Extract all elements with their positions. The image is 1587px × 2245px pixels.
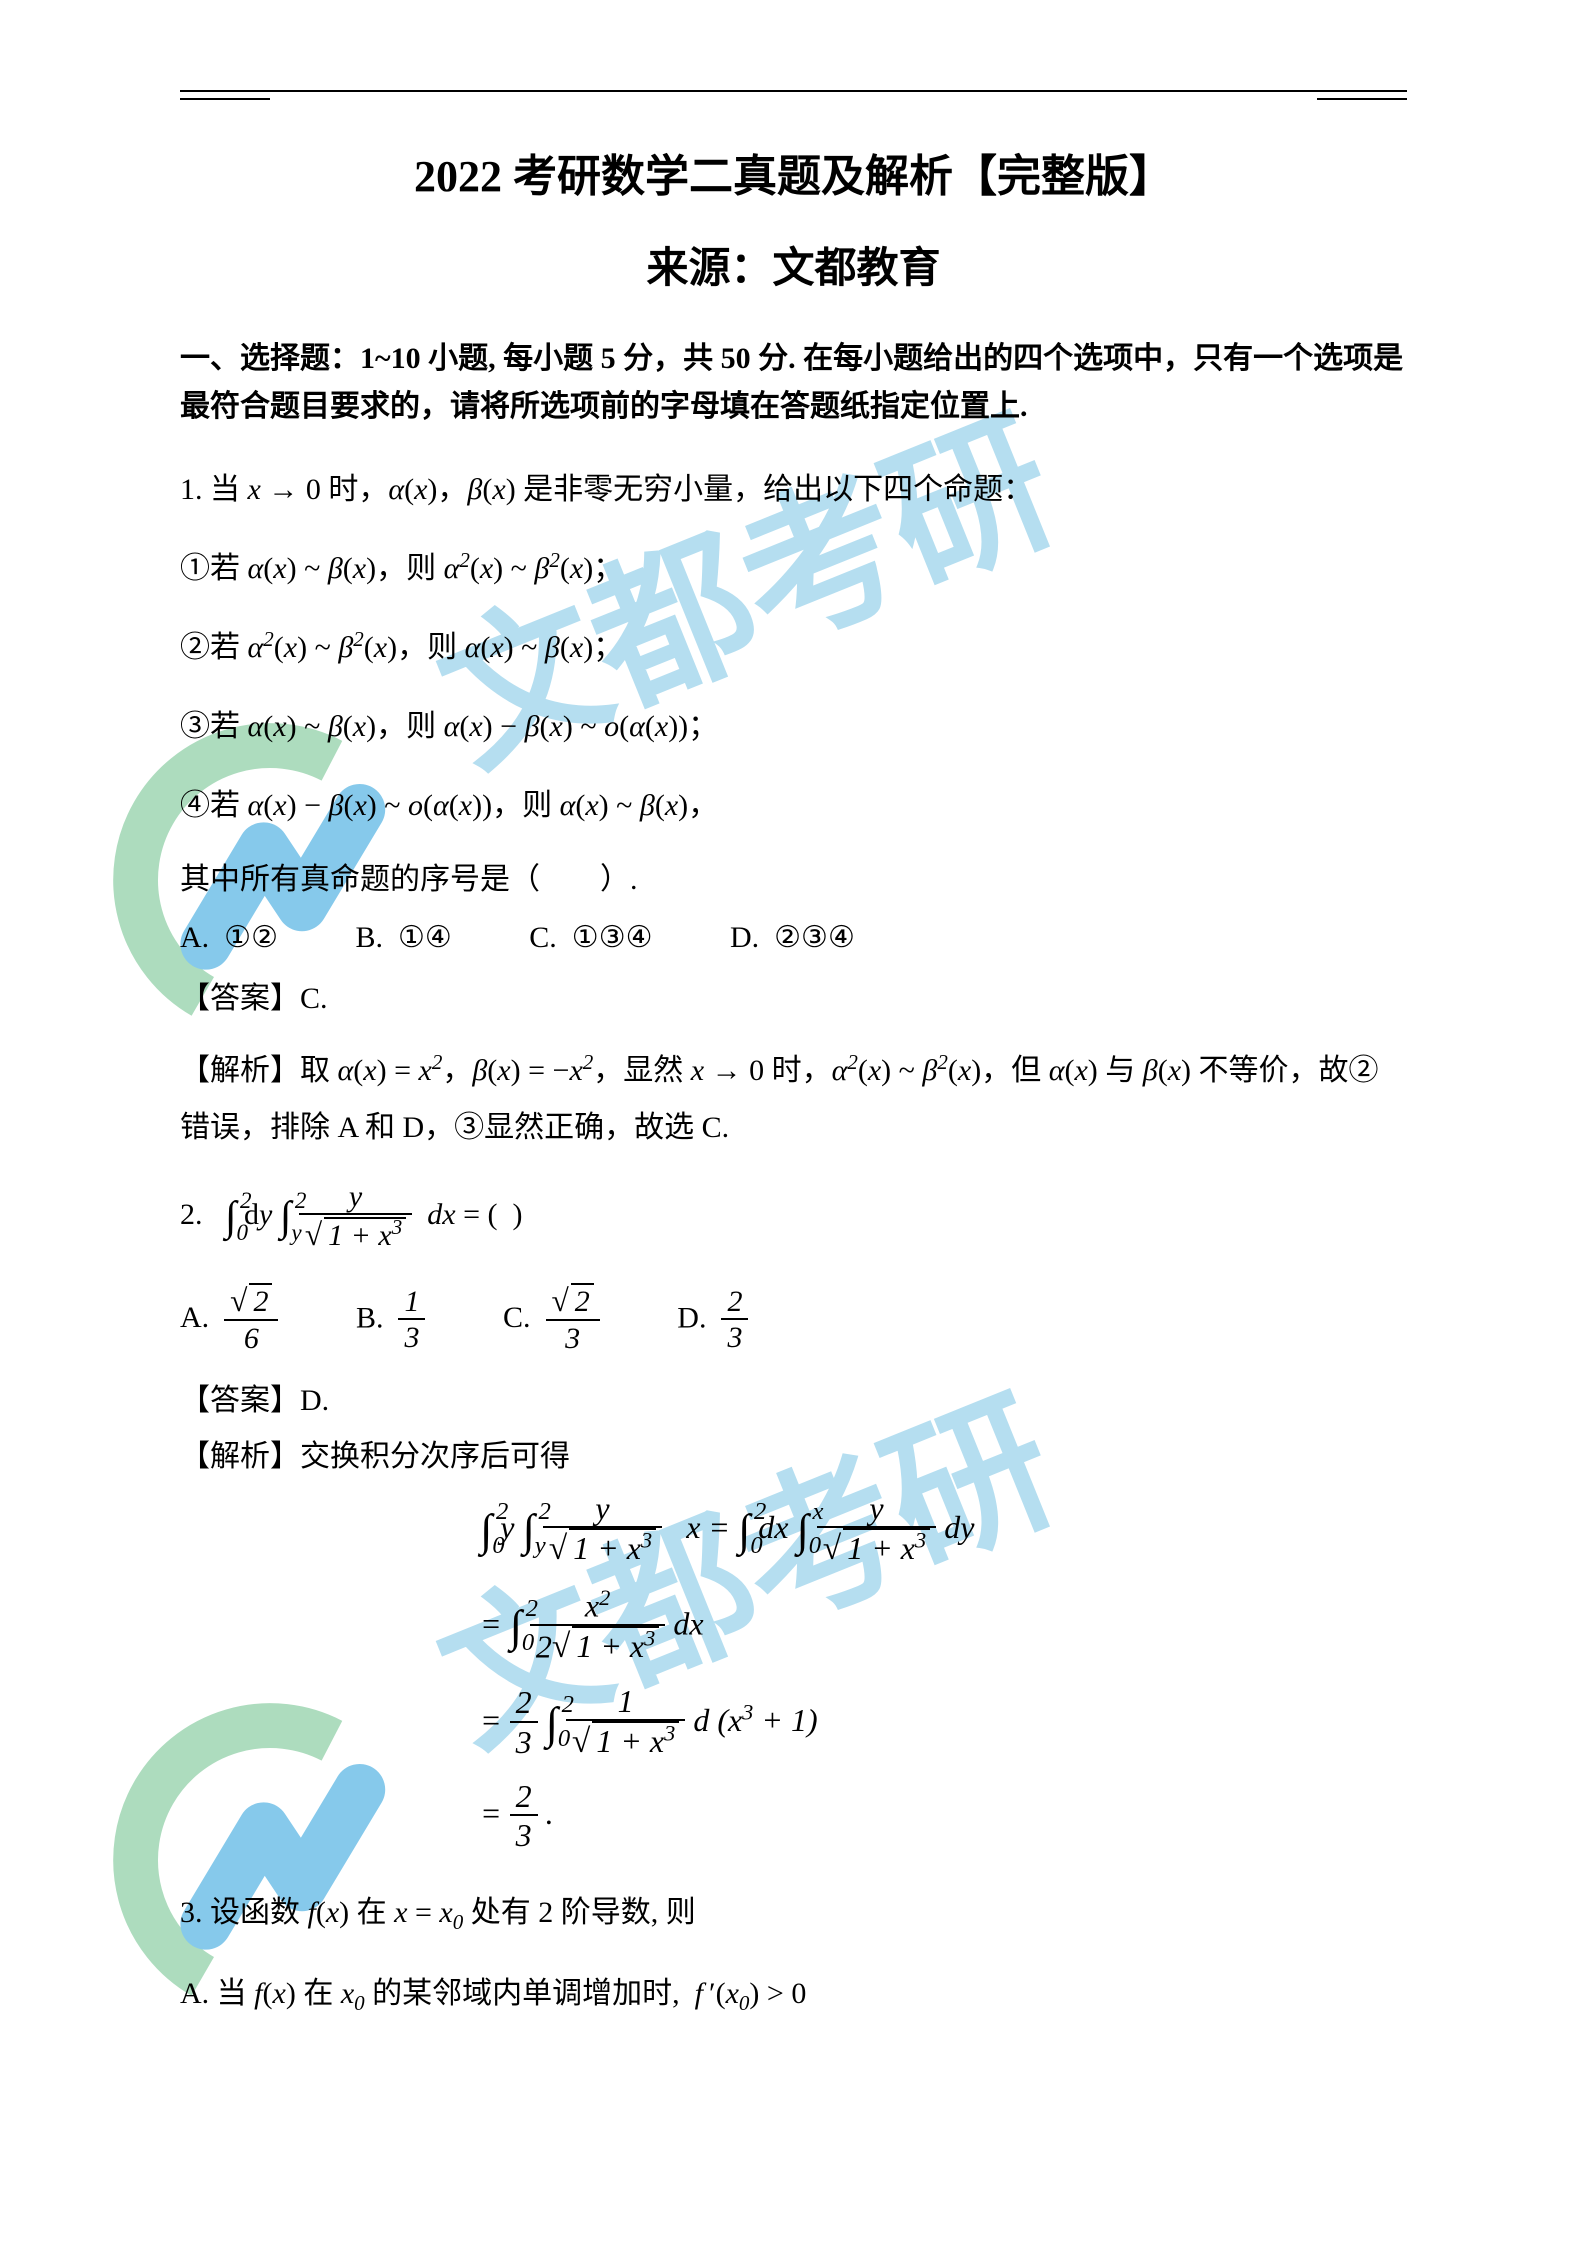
q2-analysis-label: 【解析】交换积分次序后可得 bbox=[180, 1433, 1407, 1481]
q2-stem: 2. ∫02 dy ∫y2 y√1 + x3 dx = ( ) bbox=[180, 1180, 1407, 1254]
q1-opt-c: C. ①③④ bbox=[529, 912, 652, 963]
q2-opt-d: D. 23 bbox=[677, 1285, 748, 1356]
q1-prop4: ④若 α(x) − β(x) ~ o(α(x))，则 α(x) ~ β(x)， bbox=[180, 777, 1407, 834]
q2-answer: 【答案】D. bbox=[180, 1377, 1407, 1425]
q2-derivation: ∫02 y ∫y2 y√1 + x3 x = ∫02 dx ∫0x y√1 + … bbox=[480, 1491, 1407, 1855]
q1-opt-b: B. ①④ bbox=[355, 912, 451, 963]
q1-opt-d: D. ②③④ bbox=[730, 912, 855, 963]
page-title: 2022 考研数学二真题及解析【完整版】 bbox=[180, 140, 1407, 204]
top-divider-right-tick bbox=[1317, 98, 1407, 100]
q2-opt-a: A. √26 bbox=[180, 1284, 278, 1357]
q1-prop1: ①若 α(x) ~ β(x)，则 α2(x) ~ β2(x)； bbox=[180, 540, 1407, 597]
q2-opt-c: C. √23 bbox=[503, 1284, 600, 1357]
q2-deriv-line1: ∫02 y ∫y2 y√1 + x3 x = ∫02 dx ∫0x y√1 + … bbox=[480, 1491, 1407, 1570]
q3-stem: 3. 设函数 f(x) 在 x = x0 处有 2 阶导数, 则 bbox=[180, 1884, 1407, 1943]
q2-opt-b: B. 13 bbox=[356, 1285, 426, 1356]
q2-deriv-line2: = ∫02 x22√1 + x3 dx bbox=[480, 1586, 1407, 1668]
q1-opt-a: A. ①② bbox=[180, 912, 278, 963]
section-instructions: 一、选择题：1~10 小题, 每小题 5 分，共 50 分. 在每小题给出的四个… bbox=[180, 335, 1407, 431]
top-divider-left-tick bbox=[180, 98, 270, 100]
q1-prop3: ③若 α(x) ~ β(x)，则 α(x) − β(x) ~ o(α(x))； bbox=[180, 698, 1407, 755]
q3-opt-a: A. 当 f(x) 在 x0 的某邻域内单调增加时, f ′(x0) > 0 bbox=[180, 1965, 1407, 2024]
q1-prop2: ②若 α2(x) ~ β2(x)，则 α(x) ~ β(x)； bbox=[180, 619, 1407, 676]
q2-deriv-line4: = 23 . bbox=[480, 1779, 1407, 1855]
q1-options: A. ①② B. ①④ C. ①③④ D. ②③④ bbox=[180, 912, 1407, 963]
q1-ask: 其中所有真命题的序号是（ ）. bbox=[180, 856, 1407, 904]
top-divider bbox=[180, 90, 1407, 92]
q1-answer: 【答案】C. bbox=[180, 973, 1407, 1024]
q2-options: A. √26 B. 13 C. √23 D. 23 bbox=[180, 1284, 1407, 1357]
q2-deriv-line3: = 23 ∫02 1√1 + x3 d (x3 + 1) bbox=[480, 1684, 1407, 1763]
q1-analysis: 【解析】取 α(x) = x2，β(x) = −x2，显然 x → 0 时，α2… bbox=[180, 1042, 1407, 1156]
page-subtitle: 来源：文都教育 bbox=[180, 234, 1407, 295]
q1-stem: 1. 当 x → 0 时，α(x)，β(x) 是非零无穷小量，给出以下四个命题： bbox=[180, 461, 1407, 518]
